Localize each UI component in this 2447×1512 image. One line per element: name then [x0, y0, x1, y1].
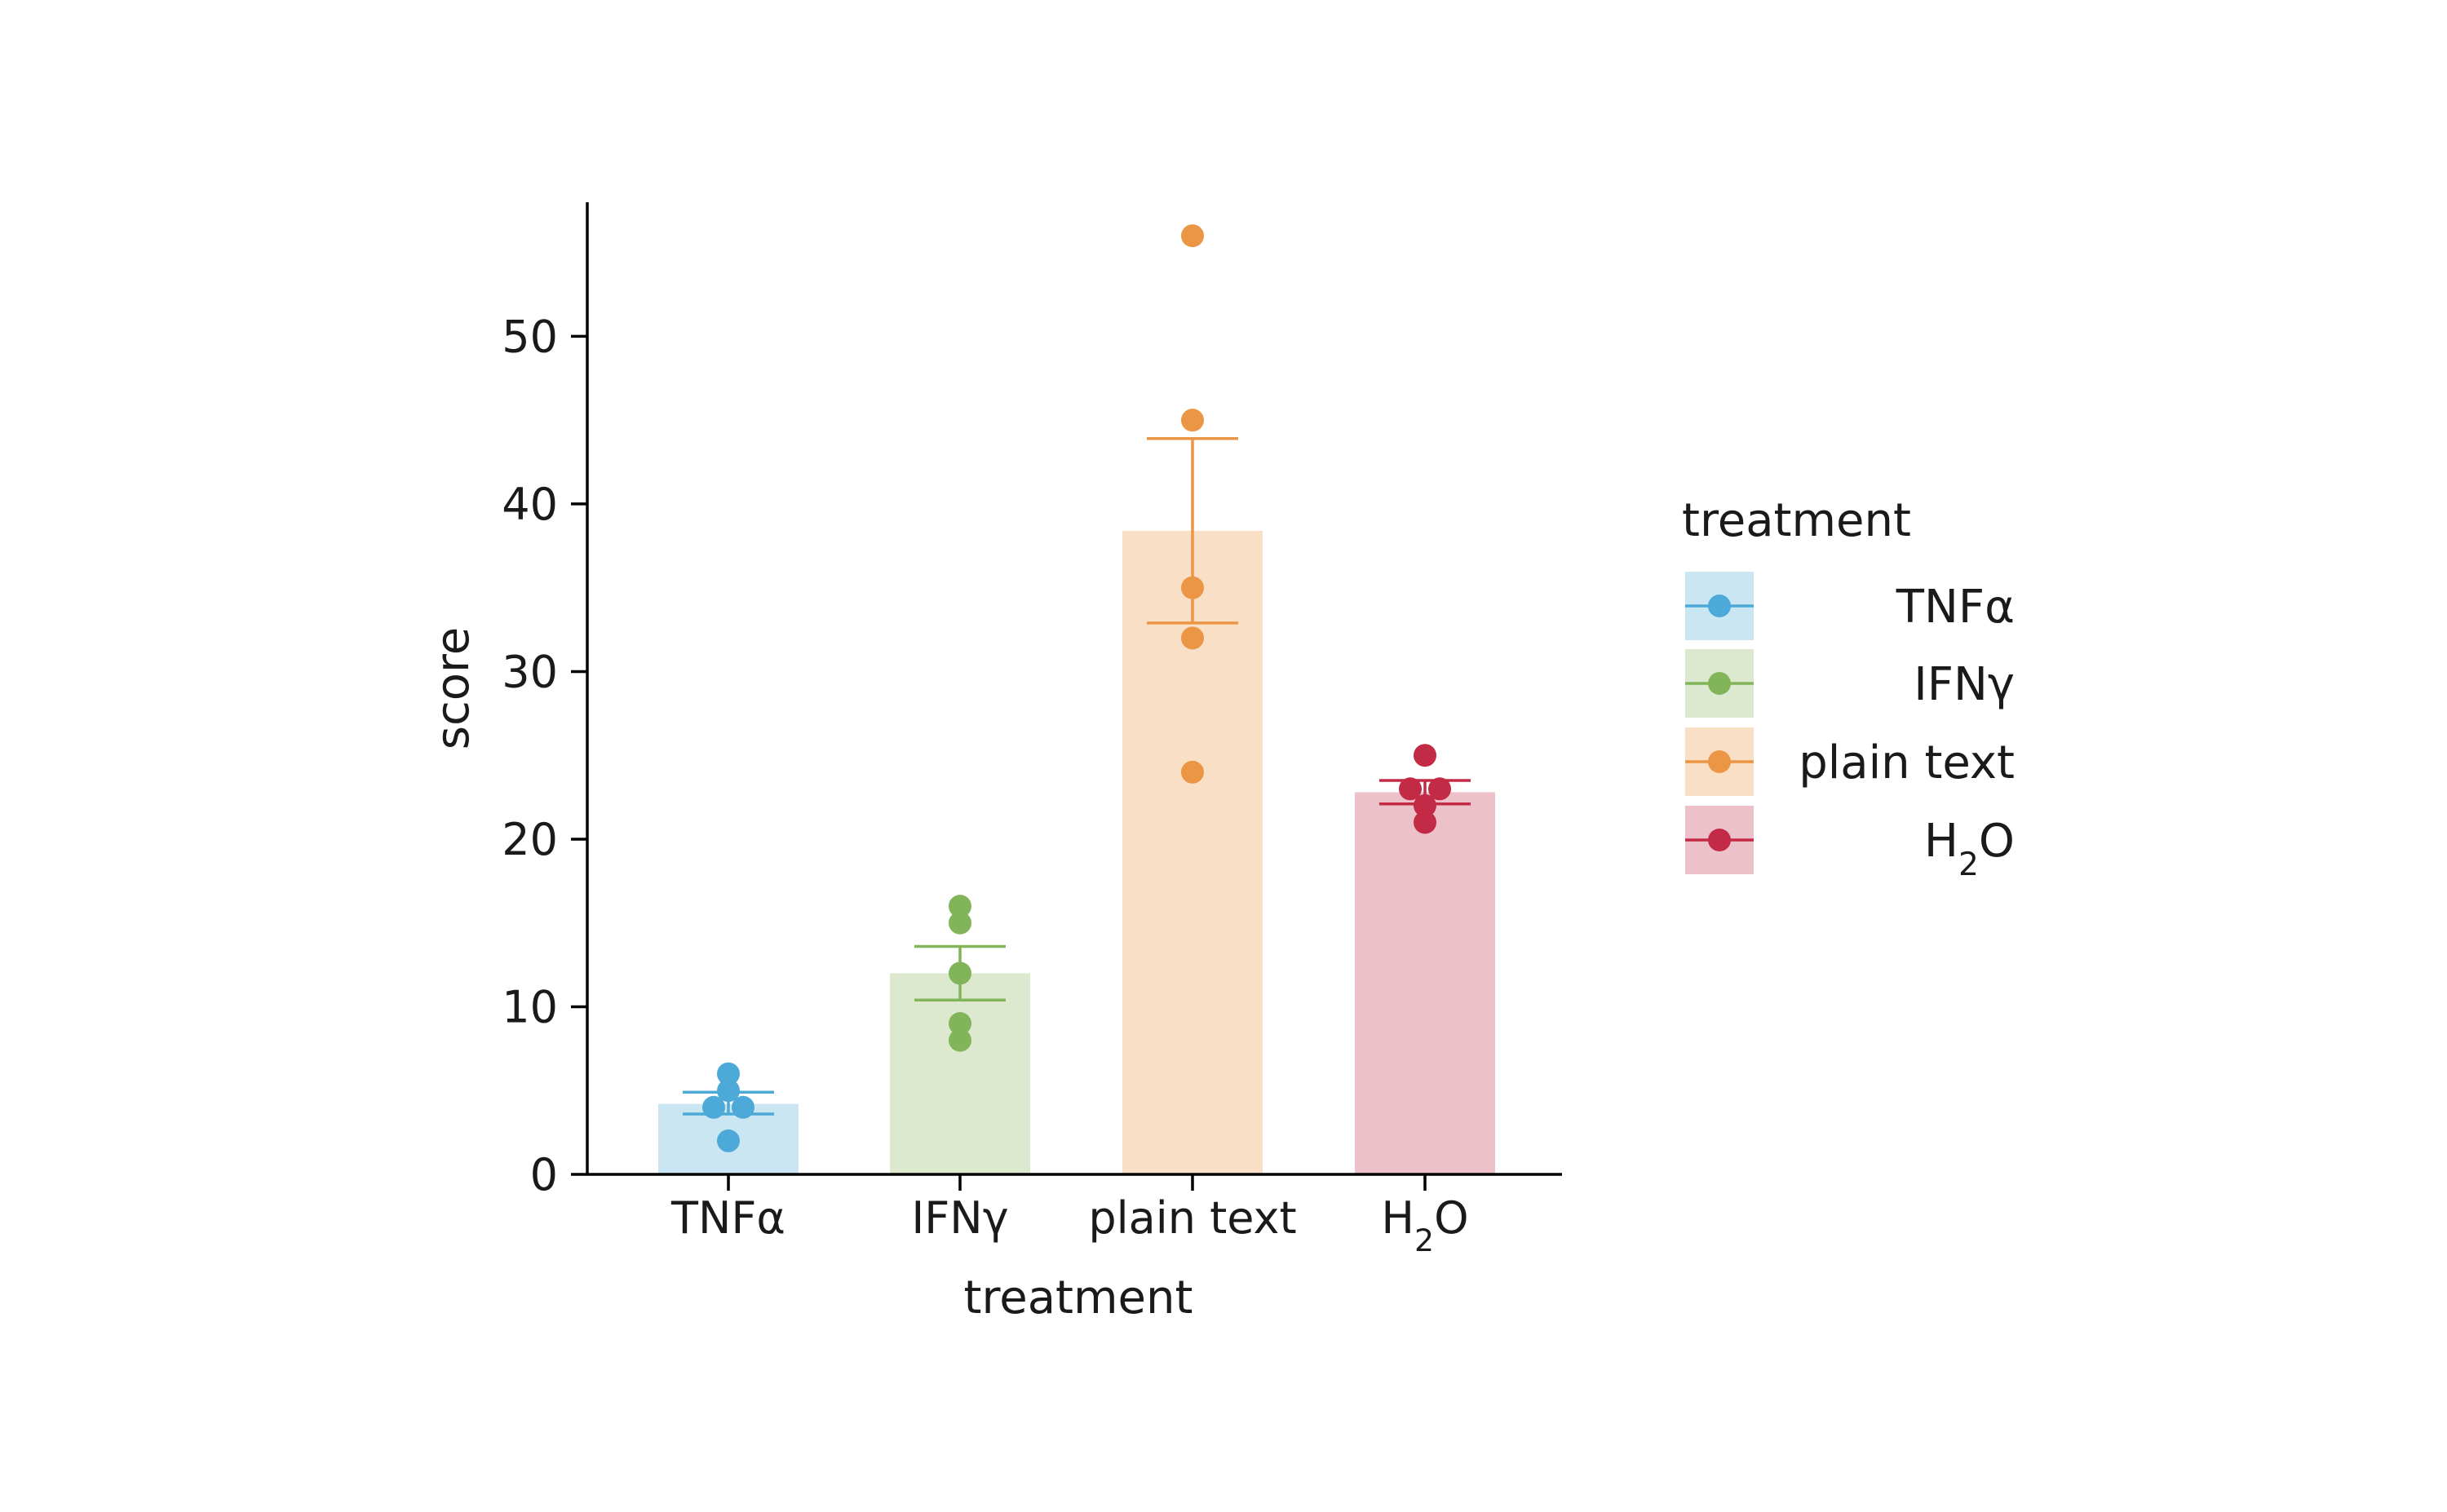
- data-point-3-1: [1399, 777, 1422, 801]
- x-axis-title: treatment: [964, 1271, 1193, 1324]
- y-tick-label-3: 30: [502, 646, 558, 697]
- x-tick-label-1: IFNγ: [911, 1192, 1008, 1244]
- y-tick-label-4: 40: [502, 479, 558, 530]
- legend-label-1: IFNγ: [1914, 658, 2015, 711]
- x-tick-label-3: H2O: [1381, 1192, 1468, 1258]
- y-tick-label-2: 20: [502, 814, 558, 865]
- bar-1: [890, 973, 1030, 1174]
- legend-label-3-subscript: 2: [1958, 847, 1979, 883]
- y-tick-label-0: 0: [530, 1149, 558, 1200]
- legend-label-2: plain text: [1799, 736, 2015, 789]
- data-point-2-3: [1181, 626, 1204, 650]
- legend-marker-3: [1708, 829, 1731, 851]
- x-tick-label-2-base: plain text: [1088, 1192, 1296, 1244]
- legend-label-1-base: IFN: [1914, 658, 1988, 711]
- x-tick-label-1-base: IFN: [911, 1192, 982, 1244]
- data-point-0-0: [717, 1062, 740, 1085]
- bar-3: [1355, 792, 1495, 1174]
- y-tick-label-1: 10: [502, 981, 558, 1032]
- y-axis-title: score: [427, 627, 480, 749]
- data-point-3-2: [1428, 777, 1451, 801]
- legend-label-1-symbol: γ: [1988, 658, 2015, 711]
- legend-label-2-base: plain text: [1799, 736, 2015, 789]
- data-point-1-1: [949, 911, 971, 935]
- x-tick-label-3-tail: O: [1434, 1192, 1469, 1244]
- legend-label-0: TNFα: [1896, 581, 2015, 634]
- data-point-1-2: [949, 962, 971, 985]
- x-tick-label-0-base: TNF: [670, 1192, 756, 1244]
- legend-label-3-base: H: [1924, 815, 1958, 868]
- legend-marker-0: [1708, 595, 1731, 617]
- data-point-3-4: [1414, 811, 1436, 834]
- data-point-2-4: [1181, 760, 1204, 784]
- axes: TNFα IFNγ plain text H2O 0 10 20 30 40 50 treatmen…: [427, 202, 1562, 1324]
- legend-label-3-tail: O: [1979, 815, 2015, 868]
- error-bars-layer: [683, 437, 1471, 1116]
- x-tick-label-2: plain text: [1088, 1192, 1296, 1244]
- data-point-3-3: [1414, 794, 1436, 817]
- data-point-0-4: [717, 1129, 740, 1152]
- x-tick-label-1-symbol: γ: [983, 1192, 1009, 1244]
- legend-marker-2: [1708, 750, 1731, 773]
- legend: treatment TNFα IFNγ plain text H2O: [1682, 494, 2015, 883]
- y-tick-label-5: 50: [502, 311, 558, 362]
- data-point-0-2: [702, 1095, 725, 1119]
- data-point-0-3: [732, 1095, 754, 1119]
- data-point-2-0: [1181, 224, 1204, 248]
- data-point-3-0: [1414, 744, 1436, 767]
- legend-marker-1: [1708, 672, 1731, 695]
- legend-label-0-symbol: α: [1985, 581, 2015, 634]
- legend-label-3: H2O: [1924, 815, 2015, 883]
- data-point-2-2: [1181, 576, 1204, 599]
- x-tick-label-0: TNFα: [670, 1192, 785, 1244]
- legend-label-0-base: TNF: [1896, 581, 1985, 634]
- data-point-1-0: [949, 895, 971, 918]
- legend-title: treatment: [1682, 494, 1911, 547]
- points-layer: [702, 224, 1451, 1152]
- x-tick-label-3-base: H: [1381, 1192, 1414, 1244]
- x-tick-label-3-subscript: 2: [1414, 1222, 1434, 1258]
- bars-layer: [658, 530, 1495, 1174]
- data-point-1-4: [949, 1028, 971, 1052]
- data-point-2-1: [1181, 409, 1204, 432]
- data-point-1-3: [949, 1012, 971, 1036]
- x-tick-label-0-symbol: α: [756, 1192, 785, 1244]
- data-point-0-1: [717, 1079, 740, 1103]
